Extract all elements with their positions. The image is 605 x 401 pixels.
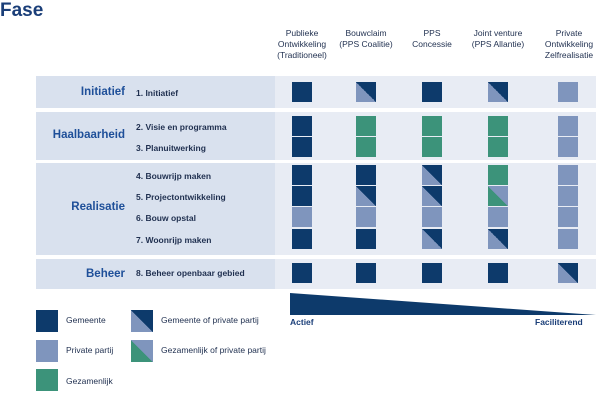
legend-label-gemeente-of-private: Gemeente of private partij — [161, 315, 259, 325]
cell-light — [558, 207, 578, 227]
legend-swatch-dark-light — [131, 310, 153, 332]
cell-dark — [292, 165, 312, 185]
cell-dark — [422, 82, 442, 102]
cell-dark — [356, 263, 376, 283]
legend-label-gezamenlijk-of-private: Gezamenlijk of private partij — [161, 345, 266, 355]
cell-dark — [356, 165, 376, 185]
step-label-1: 1. Initiatief — [136, 88, 179, 98]
cell-green — [488, 137, 508, 157]
step-label-2: 2. Visie en programma — [136, 122, 227, 132]
cell-light-green — [488, 186, 508, 206]
legend-swatch-light-green — [131, 340, 153, 362]
legend-label-private: Private partij — [66, 345, 114, 355]
cell-dark-light — [558, 263, 578, 283]
legend-swatch-dark — [36, 310, 58, 332]
cell-green — [488, 116, 508, 136]
step-label-3: 3. Planuitwerking — [136, 143, 206, 153]
column-header-publieke: Publieke Ontwikkeling (Traditioneel) — [277, 28, 327, 60]
cell-light — [558, 165, 578, 185]
cell-dark — [292, 229, 312, 249]
legend-swatch-green — [36, 369, 58, 391]
phase-name-beheer: Beheer — [86, 268, 125, 280]
page-title: Fase — [0, 0, 44, 21]
cell-dark — [488, 263, 508, 283]
phase-name-realisatie: Realisatie — [71, 201, 125, 213]
phase-band-initiatief — [36, 76, 275, 108]
legend-label-gemeente: Gemeente — [66, 315, 106, 325]
phase-band-haalbaarheid — [36, 112, 275, 160]
legend-label-gezamenlijk: Gezamenlijk — [66, 376, 113, 386]
cell-light — [558, 229, 578, 249]
scale-label-faciliterend: Faciliterend — [535, 317, 583, 327]
step-label-7: 7. Woonrijp maken — [136, 235, 212, 245]
cell-dark — [292, 82, 312, 102]
cell-dark — [422, 263, 442, 283]
column-header-private: Private Ontwikkeling Zelfrealisatie — [544, 28, 594, 60]
phase-name-haalbaarheid: Haalbaarheid — [52, 129, 125, 141]
cell-dark — [292, 116, 312, 136]
cell-green — [488, 165, 508, 185]
cell-light — [558, 116, 578, 136]
phase-band-beheer — [36, 259, 275, 289]
cell-dark-light — [422, 186, 442, 206]
cell-light — [558, 137, 578, 157]
cell-dark-light — [422, 229, 442, 249]
cell-light — [422, 207, 442, 227]
cell-light — [488, 207, 508, 227]
cell-dark — [356, 229, 376, 249]
cell-green — [422, 137, 442, 157]
cell-light — [356, 207, 376, 227]
cell-dark-light — [422, 165, 442, 185]
step-label-5: 5. Projectontwikkeling — [136, 192, 226, 202]
cell-green — [422, 116, 442, 136]
column-header-pps-concessie: PPS Concessie — [412, 28, 452, 49]
cell-light — [558, 82, 578, 102]
scale-label-actief: Actief — [290, 317, 314, 327]
phase-band-realisatie — [36, 163, 275, 255]
cell-dark-light — [488, 82, 508, 102]
cell-green — [356, 116, 376, 136]
step-label-6: 6. Bouw opstal — [136, 213, 196, 223]
step-label-4: 4. Bouwrijp maken — [136, 171, 212, 181]
cell-dark-light — [356, 186, 376, 206]
column-header-bouwclaim: Bouwclaim (PPS Coalitie) — [339, 28, 393, 49]
cell-dark — [292, 186, 312, 206]
scale-wedge — [290, 293, 596, 315]
cell-light — [558, 186, 578, 206]
step-label-8: 8. Beheer openbaar gebied — [136, 268, 245, 278]
cell-dark-light — [356, 82, 376, 102]
cell-light — [292, 207, 312, 227]
column-header-joint-venture: Joint venture (PPS Allantie) — [471, 28, 525, 49]
cell-green — [356, 137, 376, 157]
cell-dark — [292, 137, 312, 157]
cell-dark — [292, 263, 312, 283]
phase-name-initiatief: Initiatief — [80, 86, 125, 98]
legend-swatch-light — [36, 340, 58, 362]
cell-dark-light — [488, 229, 508, 249]
